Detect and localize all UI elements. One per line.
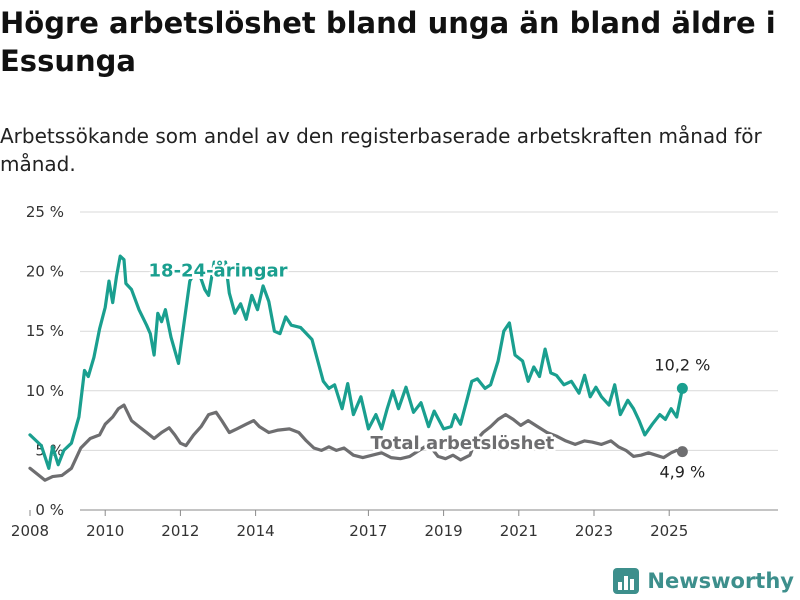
x-tick-label: 2012 <box>161 522 199 540</box>
series-lines <box>28 254 688 482</box>
x-tick-label: 2008 <box>11 522 49 540</box>
series-name-label-18-24-ringar: 18-24-åringar <box>149 259 288 281</box>
series-line-total-arbetsl-shet <box>28 403 684 482</box>
series-name-label-halo: Total arbetslöshet <box>371 433 555 454</box>
y-tick-label: 10 % <box>26 382 64 400</box>
x-tick-label: 2014 <box>237 522 275 540</box>
x-tick-label: 2021 <box>500 522 538 540</box>
series-end-label-18-24-ringar: 10,2 % <box>654 355 710 374</box>
x-tick-label: 2023 <box>575 522 613 540</box>
series-end-dot-18-24-ringar <box>676 382 688 394</box>
bar-chart-icon <box>613 568 640 594</box>
y-tick-label: 15 % <box>26 322 64 340</box>
axes: 0 %5 %10 %15 %20 %25 %2008 2010 2012 2014 20… <box>11 203 688 540</box>
line-chart: 0 %5 %10 %15 %20 %25 %2008 2010 2012 2014 20… <box>11 203 778 540</box>
series-name-label-halo: 18-24-åringar <box>149 259 288 281</box>
series-name-label-total-arbetsl-shet: Total arbetslöshet <box>371 433 555 454</box>
series-end-dot-total-arbetsl-shet <box>676 446 688 458</box>
logo-bar-3 <box>630 579 635 590</box>
chart-title: Högre arbetslöshet bland unga än bland ä… <box>0 6 776 78</box>
x-tick-label: 2010 <box>86 522 124 540</box>
y-tick-label: 0 % <box>35 501 64 519</box>
y-tick-label: 20 % <box>26 263 64 281</box>
x-tick-label: 2025 <box>650 522 688 540</box>
series-end-label-total-arbetsl-shet: 4,9 % <box>659 463 705 482</box>
series-line-18-24-ringar <box>28 254 684 470</box>
logo-bar-2 <box>624 576 629 590</box>
x-tick-label: 2019 <box>425 522 463 540</box>
y-tick-label: 25 % <box>26 203 64 221</box>
newsworthy-logo: Newsworthy <box>613 566 794 596</box>
series-labels: 10,2 %4,9 %18-24-åringar18-24-åringarTot… <box>146 257 710 482</box>
brand-name: Newsworthy <box>647 569 794 593</box>
logo-bar-1 <box>618 582 623 590</box>
x-tick-label: 2017 <box>349 522 387 540</box>
chart-subtitle: Arbetssökande som andel av den registerb… <box>0 124 762 176</box>
